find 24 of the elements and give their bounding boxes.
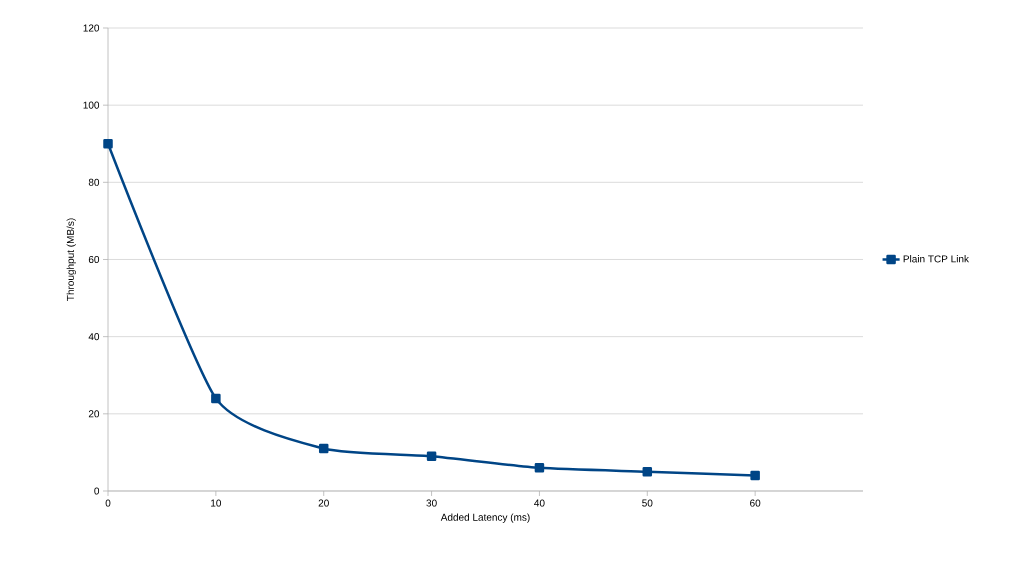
x-tick-label: 10 [211,499,222,507]
x-tick-label: 0 [105,499,111,507]
y-tick-label: 120 [83,24,100,32]
point [642,466,653,477]
x-tick-label: 50 [642,499,653,507]
y-tick-label: 0 [94,487,100,495]
x-tick-label: 20 [318,499,329,507]
y-tick-label: 100 [83,101,100,109]
x-tick-label: 40 [534,499,545,507]
y-tick-label: 80 [88,178,100,186]
x-axis-title: Added Latency (ms) [440,513,530,523]
point [750,470,760,481]
legend-label: Plain TCP Link [903,255,970,263]
point [103,138,113,149]
point [534,463,545,473]
point [318,443,329,454]
y-tick-label: 20 [88,410,100,418]
y-axis-title: Throughput (MB/s) [66,218,76,301]
x-tick-label: 60 [750,499,761,507]
x-tick-label: 30 [426,499,437,507]
y-tick-label: 40 [88,333,100,341]
point [211,393,221,404]
y-tick-label: 60 [88,255,100,264]
point [426,451,437,462]
